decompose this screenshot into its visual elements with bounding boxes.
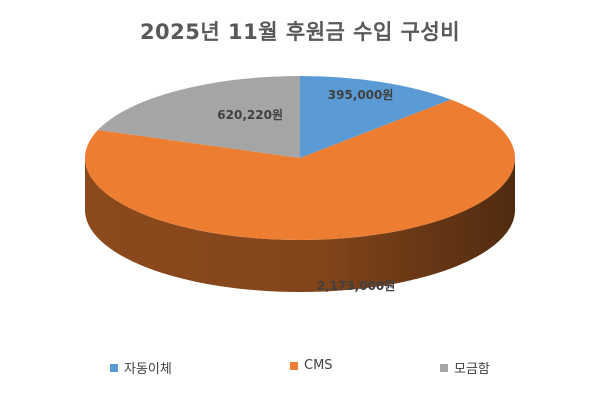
data-label-auto-transfer: 395,000원 (328, 88, 394, 102)
data-label-cms: 2,173,000원 (317, 279, 396, 293)
legend-swatch-cms (290, 361, 298, 370)
legend-label-auto-transfer: 자동이체 (124, 362, 172, 377)
legend-label-donation-box: 모금함 (454, 362, 490, 377)
legend-swatch-donation-box (440, 363, 448, 372)
slice-side-shade-cms (85, 158, 515, 292)
legend: 자동이체 CMS 모금함 (0, 358, 600, 378)
data-label-donation-box: 620,220원 (217, 108, 283, 122)
legend-label-cms: CMS (304, 358, 333, 373)
slice-auto-transfer (300, 76, 451, 158)
legend-item-donation-box: 모금함 (440, 358, 490, 377)
slice-donation-box (97, 75, 300, 158)
legend-item-cms: CMS (290, 358, 333, 373)
slice-cms (84, 99, 515, 241)
legend-swatch-auto-transfer (110, 363, 118, 372)
legend-item-auto-transfer: 자동이체 (110, 358, 172, 377)
chart-title: 2025년 11월 후원금 수입 구성비 (139, 20, 461, 44)
